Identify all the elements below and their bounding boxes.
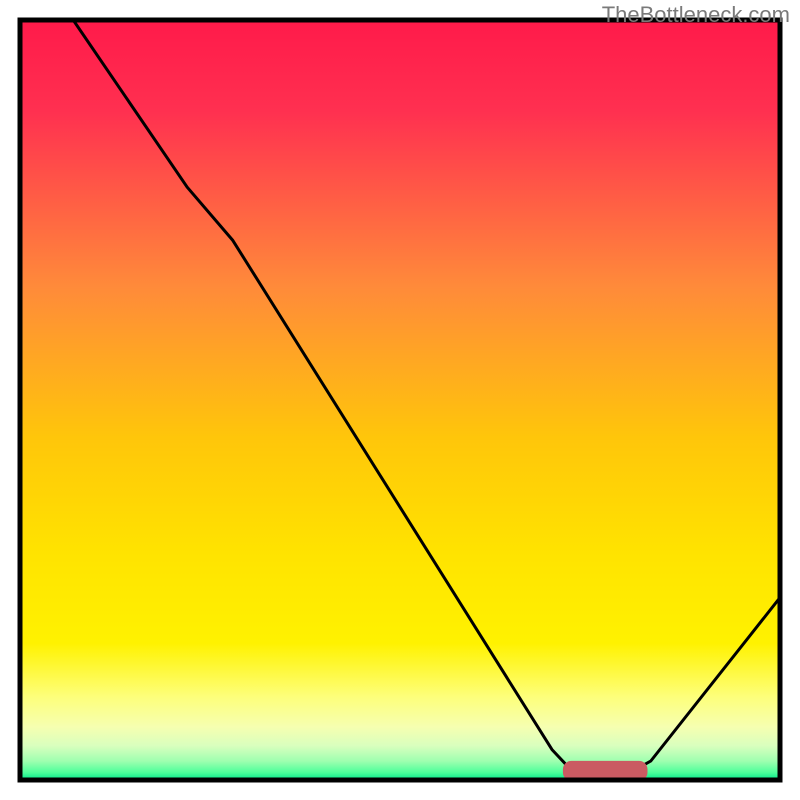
chart-container: TheBottleneck.com <box>0 0 800 800</box>
attribution-text: TheBottleneck.com <box>602 2 790 28</box>
gradient-chart <box>0 0 800 800</box>
plot-background <box>20 20 780 780</box>
